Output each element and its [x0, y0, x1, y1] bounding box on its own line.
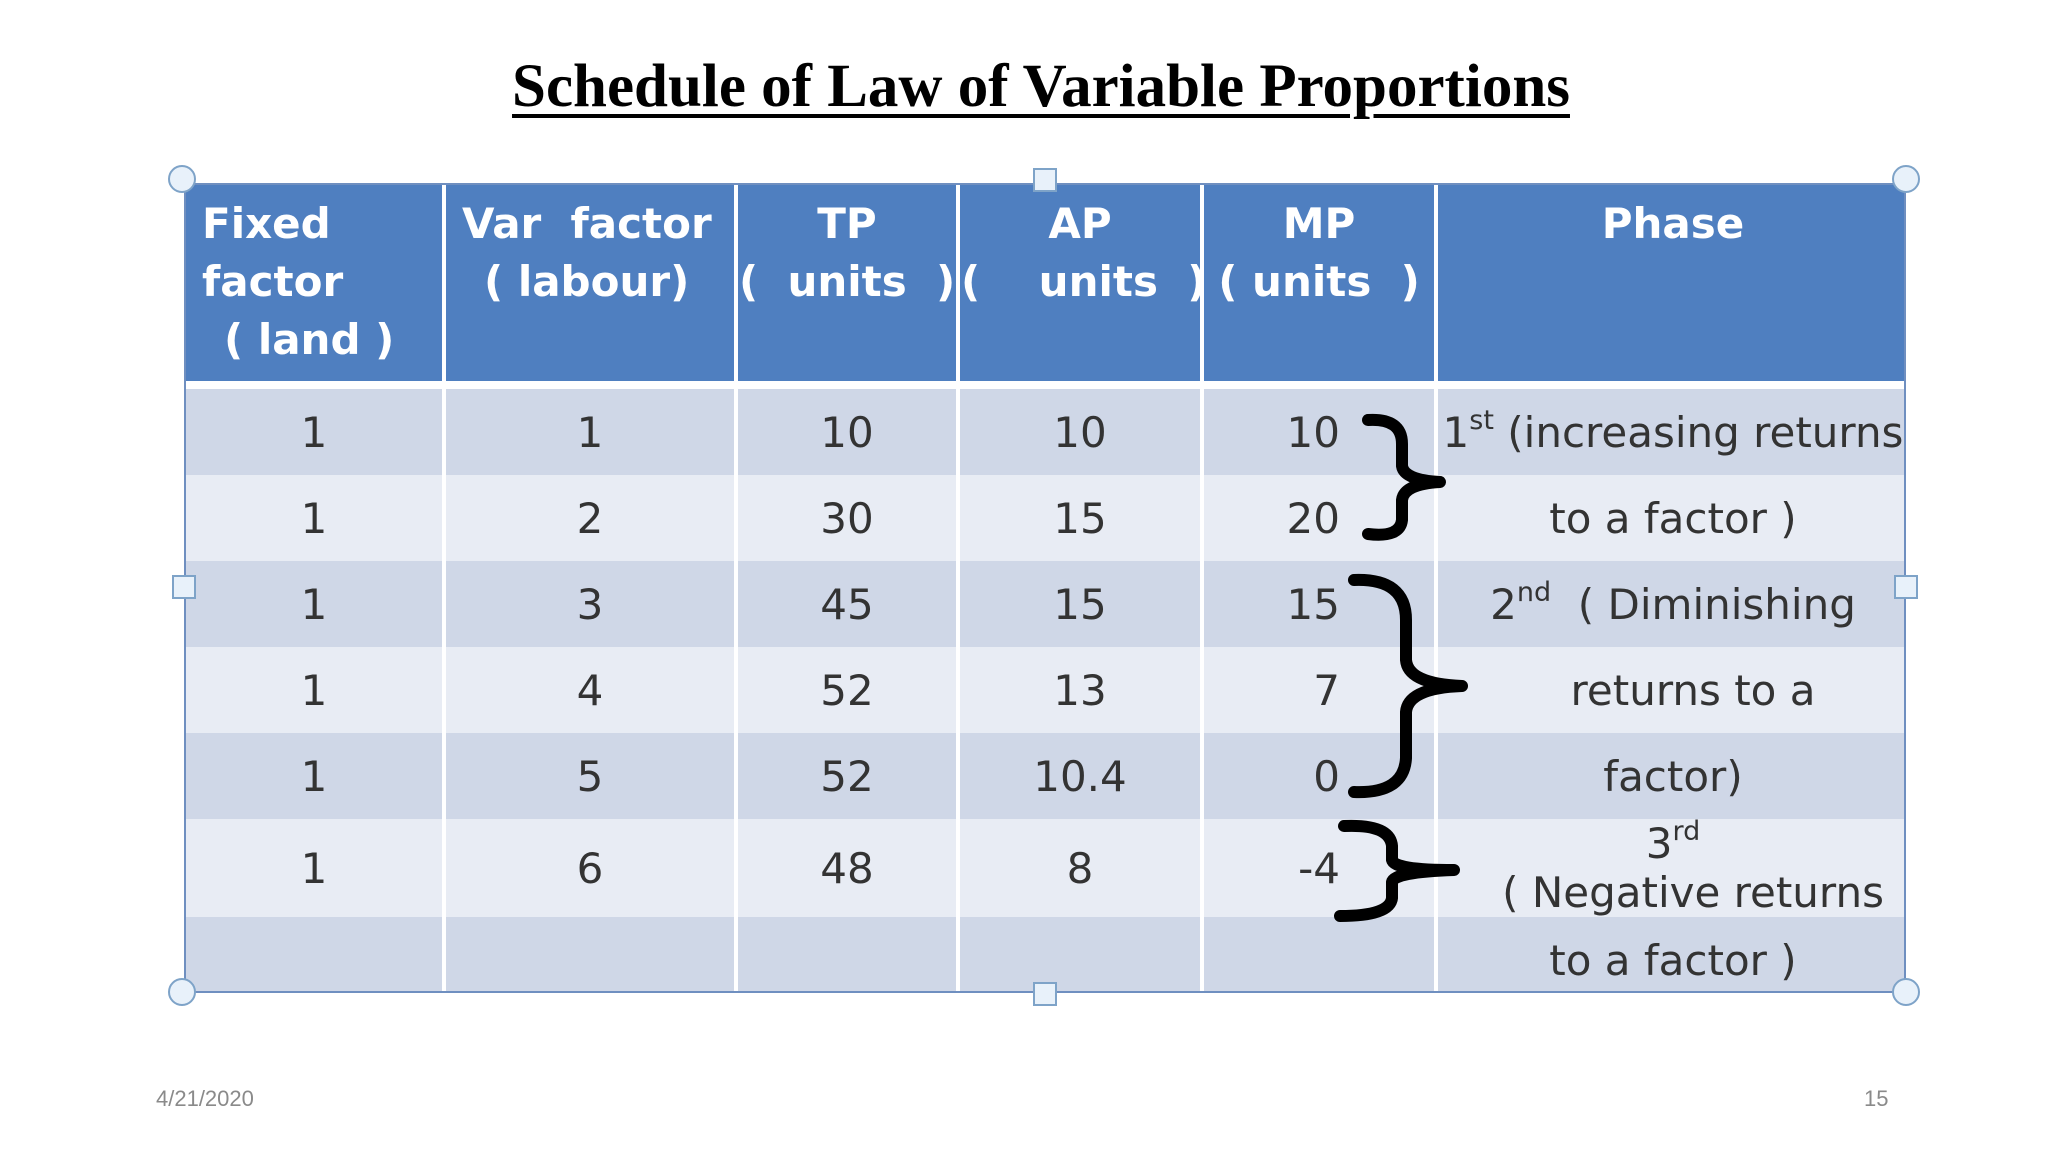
brace-phase-3: [1334, 819, 1460, 922]
col-header-phase: Phase: [1436, 185, 1904, 389]
slide-number: 15: [1864, 1086, 1889, 1111]
table-row: 1 4 52 13 7 returns to a: [186, 647, 1904, 733]
table-header-row: Fixed factor ( land ) Var factor ( labou…: [186, 185, 1904, 389]
cell-var: 1: [444, 385, 738, 475]
header-line: ( units ): [961, 257, 1207, 306]
header-line: TP: [817, 199, 877, 248]
cell-fixed: 1: [186, 475, 446, 561]
phase-1-suffix: st: [1469, 404, 1494, 436]
schedule-table[interactable]: Fixed factor ( land ) Var factor ( labou…: [184, 183, 1906, 993]
resize-handle-top-right[interactable]: [1892, 165, 1920, 193]
cell-ap: 15: [958, 475, 1204, 561]
header-line: MP: [1282, 199, 1356, 248]
header-line: Fixed: [202, 199, 331, 248]
cell-mp: 20: [1202, 475, 1438, 561]
brace-phase-2: [1348, 573, 1468, 799]
resize-handle-bottom-right[interactable]: [1892, 978, 1920, 1006]
phase-1-line-1: (increasing returns: [1493, 407, 1904, 457]
cell-fixed: 1: [186, 733, 446, 819]
phase-2-line-2: returns to a: [1436, 647, 1904, 733]
phase-1-line-2: to a factor ): [1436, 475, 1904, 561]
cell-mp: [1202, 917, 1438, 991]
phase-2-line-3: factor): [1436, 733, 1904, 819]
header-line: ( units ): [739, 257, 956, 306]
table-row: 1 3 45 15 15 2nd ( Diminishing: [186, 561, 1904, 647]
cell-phase: 2nd ( Diminishing: [1436, 561, 1904, 647]
header-line: ( units ): [1218, 257, 1420, 306]
phase-3-ordinal: 3: [1645, 819, 1673, 868]
cell-tp: 52: [736, 647, 960, 733]
resize-handle-top[interactable]: [1033, 168, 1057, 192]
col-header-ap: AP ( units ): [958, 185, 1207, 389]
header-line: ( labour): [484, 257, 690, 306]
table-row: to a factor ): [186, 917, 1904, 991]
resize-handle-bottom-left[interactable]: [168, 978, 196, 1006]
col-header-mp: MP ( units ): [1202, 185, 1438, 389]
cell-var: 3: [444, 561, 738, 647]
cell-tp: 45: [736, 561, 960, 647]
cell-mp: 7: [1202, 647, 1438, 733]
phase-3-line-1: ( Negative returns: [1462, 868, 1884, 917]
phase-2-line-1: ( Diminishing: [1551, 579, 1856, 629]
header-line: Var factor: [462, 199, 712, 248]
header-line: Phase: [1601, 199, 1745, 248]
table-row: 1 6 48 8 -4 3rd ( Negative returns: [186, 816, 1904, 917]
table-row: 1 1 10 10 10 1st (increasing returns: [186, 385, 1904, 475]
resize-handle-bottom[interactable]: [1033, 982, 1057, 1006]
cell-phase: 1st (increasing returns: [1436, 385, 1904, 475]
cell-tp: 10: [736, 385, 960, 475]
cell-ap: 10: [958, 385, 1204, 475]
cell-var: 2: [444, 475, 738, 561]
slide-title: Schedule of Law of Variable Proportions: [512, 53, 1570, 120]
cell-fixed: 1: [186, 647, 446, 733]
resize-handle-right[interactable]: [1894, 575, 1918, 599]
cell-ap: 10.4: [958, 733, 1204, 819]
cell-tp: 48: [736, 819, 960, 917]
cell-var: [444, 917, 738, 991]
cell-ap: 13: [958, 647, 1204, 733]
header-line: ( land ): [224, 315, 395, 364]
cell-phase: 3rd ( Negative returns: [1436, 816, 1904, 917]
cell-tp: 30: [736, 475, 960, 561]
cell-var: 6: [444, 819, 738, 917]
cell-fixed: 1: [186, 385, 446, 475]
table-row: 1 2 30 15 20 to a factor ): [186, 475, 1904, 561]
cell-mp: 0: [1202, 733, 1438, 819]
cell-var: 5: [444, 733, 738, 819]
cell-fixed: 1: [186, 819, 446, 917]
brace-phase-1: [1362, 413, 1446, 541]
phase-2-suffix: nd: [1516, 576, 1552, 608]
table-row: 1 5 52 10.4 0 factor): [186, 733, 1904, 819]
resize-handle-top-left[interactable]: [168, 165, 196, 193]
col-header-tp: TP ( units ): [736, 185, 960, 389]
phase-2-ordinal: 2: [1490, 579, 1517, 629]
col-header-var-factor: Var factor ( labour): [444, 185, 738, 389]
cell-tp: 52: [736, 733, 960, 819]
cell-fixed: 1: [186, 561, 446, 647]
phase-3-suffix: rd: [1672, 816, 1701, 847]
header-line: AP: [1048, 199, 1112, 248]
header-line: factor: [202, 257, 344, 306]
col-header-fixed-factor: Fixed factor ( land ): [186, 185, 446, 389]
cell-tp: [736, 917, 960, 991]
cell-ap: 8: [958, 819, 1204, 917]
cell-fixed: [186, 917, 446, 991]
cell-ap: [958, 917, 1204, 991]
cell-var: 4: [444, 647, 738, 733]
schedule-table-grid: Fixed factor ( land ) Var factor ( labou…: [186, 185, 1904, 991]
resize-handle-left[interactable]: [172, 575, 196, 599]
phase-3-line-2: to a factor ): [1436, 917, 1904, 991]
slide-date: 4/21/2020: [156, 1086, 254, 1111]
phase-1-ordinal: 1: [1442, 407, 1470, 457]
cell-ap: 15: [958, 561, 1204, 647]
